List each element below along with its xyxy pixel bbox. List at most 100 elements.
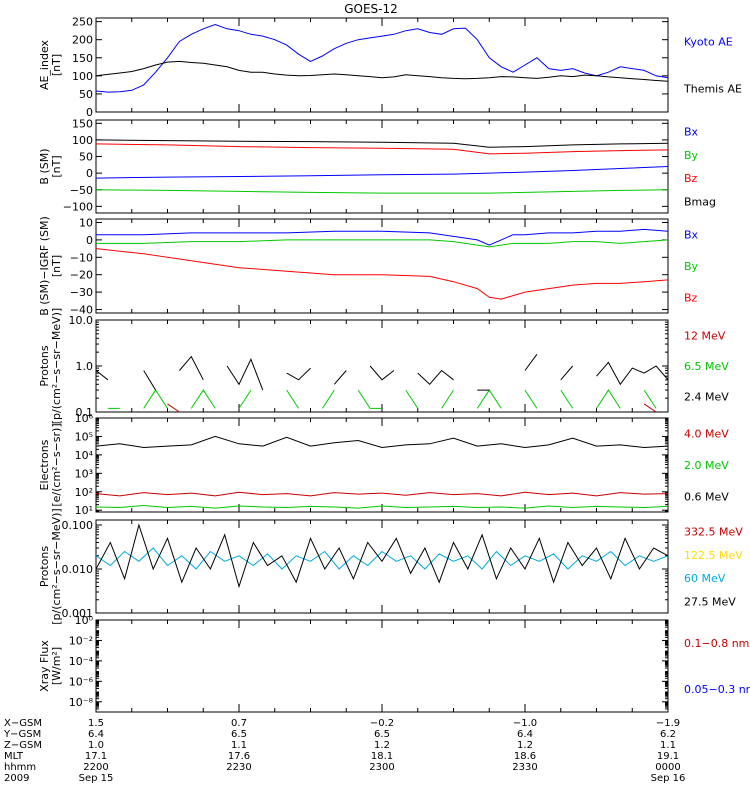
y-tick-label: 100 [72,70,93,83]
series-line [96,143,668,155]
y-tick-label: 10² [75,486,93,499]
x-row-value: 6.5 [374,729,390,740]
legend-entry: 6.5 MeV [684,360,729,373]
y-tick-label: 0 [86,234,93,247]
x-row-label: MLT [4,751,24,762]
series-line [167,403,657,412]
x-row-label: 2009 [4,773,29,784]
y-axis-label: [nT] [50,255,63,277]
series-line [96,239,668,248]
panel-frame [95,417,669,513]
y-tick-label: 0.001 [62,607,94,620]
series-line [96,523,668,589]
x-row-value: 1.1 [231,740,247,751]
legend-entry: Bz [684,291,698,304]
series-line [96,491,668,497]
series-line [96,228,668,246]
legend-entry: 0.05−0.3 nr [684,683,750,696]
x-row-value: −1.9 [656,718,680,729]
x-row-value: 6.4 [88,729,104,740]
y-axis-label: Xray Flux [38,640,51,692]
x-row-value: 18.1 [371,751,393,762]
x-row-label: X−GSM [4,718,42,729]
panel-frame [95,319,669,413]
legend-entry: Bz [684,172,698,185]
legend-entry: 12 MeV [684,329,726,342]
y-tick-label: 150 [72,117,93,130]
legend-entry: 4.0 MeV [684,428,729,441]
y-tick-label: 10⁵ [75,430,93,443]
y-tick-label: −40 [70,304,93,317]
y-tick-label: 10⁶ [75,412,94,425]
x-row-value: 2200 [83,762,108,773]
y-tick-label: 10⁻⁴ [69,655,94,668]
y-tick-label: 50 [79,151,93,164]
y-axis-label: Protons [38,546,51,587]
legend-entry: Bx [684,126,699,139]
x-row-value: −0.2 [370,718,394,729]
y-tick-label: 50 [79,88,93,101]
series-line [96,139,668,148]
x-row-value: 1.2 [517,740,533,751]
x-row-value: 1.5 [88,718,104,729]
legend-entry: By [684,260,699,273]
x-row-value: Sep 15 [79,773,114,784]
series-line [96,504,668,509]
y-axis-label: B (SM)−IGRF (SM) [38,216,51,316]
x-row-value: 2230 [226,762,251,773]
x-row-value: 18.6 [514,751,536,762]
x-row-value: 19.1 [657,751,679,762]
x-row-label: Y−GSM [3,729,41,740]
panel-frame [95,519,669,614]
y-tick-label: 10 [79,216,93,229]
y-tick-label: 200 [72,34,93,47]
y-tick-label: 0.100 [62,519,94,532]
y-tick-label: 10⁻² [69,634,93,647]
x-row-label: hhmm [4,762,36,773]
legend-entry: Bmag [684,195,716,208]
series-line [96,60,668,82]
panel-4: 0.1 1.0 10.0 Protons [p/(cm²−s−sr−MeV)] 12 Me… [38,308,729,424]
panel-1: 0 50 100 150 200 250 AE_index [nT] Kyoto AE Themi… [38,16,742,119]
x-row-value: −1.0 [513,718,537,729]
y-tick-label: −100 [63,200,93,213]
x-row-value: 1.0 [88,740,104,751]
x-row-value: 6.5 [231,729,247,740]
y-axis-label: [e/(cm²−s−sr)] [50,423,63,506]
y-axis-label: [nT] [50,54,63,76]
y-tick-label: 0 [86,106,93,119]
x-row-value: 1.2 [374,740,390,751]
legend-entry: 2.4 MeV [684,391,729,404]
panel-3: −40 −30 −20 −10 0 10 B (SM)−IGRF (SM) [nT] Bx By B… [38,216,699,316]
y-axis-label: B (SM) [38,148,51,184]
series-line [96,189,668,194]
legend-entry: 122.5 MeV [684,549,743,562]
panel-frame [95,17,669,113]
y-tick-label: 10³ [75,467,93,480]
x-row-value: 1.1 [660,740,676,751]
panel-frame [95,119,669,214]
legend-entry: Themis AE [683,83,742,96]
x-row-value: 2300 [369,762,394,773]
legend-entry: By [684,149,699,162]
plot-title: GOES-12 [344,2,398,16]
legend-entry: 332.5 MeV [684,526,743,539]
y-tick-label: −30 [70,286,93,299]
y-tick-label: 10⁻⁸ [69,696,94,709]
legend-entry: 27.5 MeV [684,595,736,608]
panel-7: 10⁻⁸ 10⁻⁶ 10⁻⁴ 10⁻² 10⁰ Xray Flux [W/m²] 0.1−0.… [38,614,750,713]
legend-entry: Bx [684,229,699,242]
y-tick-label: 10⁰ [75,614,94,627]
x-axis-labels: X−GSM 1.5 0.7 −0.2 −1.0 −1.9 Y−GSM 6.4 6.5 6.5 6.4… [3,718,685,784]
panel-5: 10¹ 10² 10³ 10⁴ 10⁵ 10⁶ Electrons [e/(cm²−s−sr)… [38,412,729,517]
x-row-value: 6.4 [517,729,533,740]
x-row-value: 2330 [512,762,537,773]
panel-frame [95,619,669,713]
y-axis-label: [p/(cm²−s−sr−MeV)] [50,508,63,624]
legend-entry: 0.6 MeV [684,490,729,503]
y-axis-label: AE_index [38,39,51,90]
y-tick-label: 100 [72,134,93,147]
y-tick-label: 250 [72,16,93,29]
